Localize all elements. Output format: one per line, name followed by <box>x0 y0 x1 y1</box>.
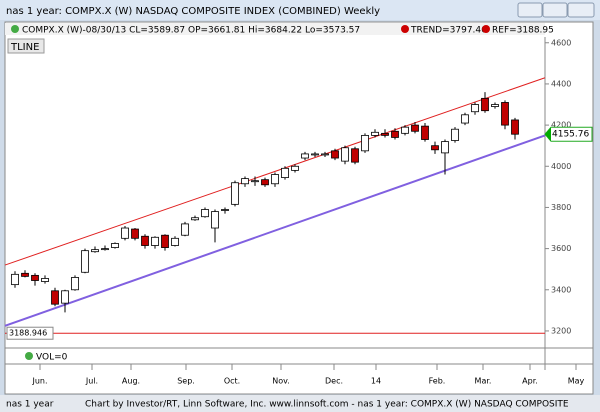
chart-frame <box>4 21 594 395</box>
candle-body <box>181 223 189 236</box>
candle-body <box>31 274 39 281</box>
candle-body <box>171 237 179 246</box>
candle-body <box>221 209 229 211</box>
candle-body <box>11 273 19 286</box>
candle-body <box>161 234 169 248</box>
candle-body <box>61 290 69 304</box>
y-tick-label: 3800 <box>551 203 571 212</box>
x-tick-label: Nov. <box>272 377 290 386</box>
candle-body <box>41 278 49 282</box>
y-tick-label: 3200 <box>551 326 571 335</box>
candle-body <box>121 227 129 239</box>
trend-line <box>4 77 546 266</box>
status-left: nas 1 year <box>6 400 54 410</box>
candle-body <box>101 248 109 251</box>
x-tick-label: 14 <box>371 377 381 386</box>
y-tick-label: 4200 <box>551 121 571 130</box>
volume-label: VOL=0 <box>36 353 68 363</box>
y-tick-label: 3600 <box>551 244 571 253</box>
x-tick-label: May <box>568 377 585 386</box>
candle-body <box>461 114 469 124</box>
trend-line <box>4 134 546 327</box>
close-button[interactable] <box>567 2 595 18</box>
candle-body <box>261 179 269 186</box>
candle-body <box>411 124 419 132</box>
status-bar <box>0 395 600 412</box>
candle-body <box>301 153 309 159</box>
volume-icon[interactable] <box>25 352 33 360</box>
candle-body <box>381 132 389 136</box>
last-price-arrow <box>545 127 551 142</box>
y-tick-label: 4000 <box>551 162 571 171</box>
candle-body <box>401 126 409 134</box>
candle-body <box>271 174 279 185</box>
candle-body <box>251 180 259 183</box>
candle-body <box>511 119 519 135</box>
candle-body <box>501 102 509 126</box>
legend-icon[interactable] <box>11 25 19 33</box>
candle-body <box>371 131 379 136</box>
x-tick-label: Dec. <box>325 377 343 386</box>
candle-body <box>71 277 79 291</box>
candle-body <box>341 147 349 162</box>
status-right: Chart by Investor/RT, Linn Software, Inc… <box>85 400 569 410</box>
candle-body <box>431 145 439 151</box>
tline-button[interactable] <box>7 38 45 54</box>
candle-body <box>191 217 199 221</box>
x-tick-label: Jul. <box>85 377 98 386</box>
candle-body <box>201 209 209 218</box>
y-tick-label: 4600 <box>551 38 571 47</box>
candle-body <box>491 104 499 107</box>
candle-body <box>21 272 29 277</box>
x-tick-label: Mar. <box>475 377 492 386</box>
last-price-label: 4155.76 <box>552 130 589 140</box>
candle-body <box>441 141 449 154</box>
candle-body <box>291 165 299 171</box>
candle-body <box>471 104 479 113</box>
candle-body <box>391 130 399 138</box>
ref-label-box <box>6 326 54 340</box>
candle-body <box>81 250 89 273</box>
candle-body <box>321 153 329 156</box>
candle-body <box>281 167 289 178</box>
candle-body <box>151 236 159 246</box>
title-bar <box>0 0 600 20</box>
candle-body <box>211 211 219 229</box>
candle-body <box>361 134 369 152</box>
maximize-button[interactable] <box>542 2 568 18</box>
x-tick-label: Sep. <box>177 377 195 386</box>
x-tick-label: Jun. <box>31 377 47 386</box>
candle-body <box>141 235 149 246</box>
x-tick-label: Aug. <box>122 377 140 386</box>
y-tick-label: 3400 <box>551 285 571 294</box>
candle-body <box>131 228 139 239</box>
legend-icon[interactable] <box>401 25 409 33</box>
y-tick-label: 4400 <box>551 79 571 88</box>
candle-body <box>351 148 359 163</box>
candle-body <box>51 290 59 305</box>
candle-body <box>231 182 239 205</box>
candle-body <box>111 243 119 248</box>
tline-label: TLINE <box>10 42 39 53</box>
x-tick-label: Feb. <box>429 377 446 386</box>
legend-ref: REF=3188.95 <box>492 26 554 36</box>
candle-body <box>91 249 99 253</box>
candle-body <box>331 150 339 159</box>
minimize-button[interactable] <box>517 2 543 18</box>
candle-body <box>451 128 459 141</box>
ref-label: 3188.946 <box>9 329 47 338</box>
window-title: nas 1 year: COMPX.X (W) NASDAQ COMPOSITE… <box>6 6 380 17</box>
legend-icon[interactable] <box>482 25 490 33</box>
x-tick-label: Oct. <box>224 377 240 386</box>
x-tick-label: Apr. <box>522 377 538 386</box>
candle-body <box>421 125 429 140</box>
legend-quote: COMPX.X (W)-08/30/13 CL=3589.87 OP=3661.… <box>22 26 360 36</box>
legend-bar <box>5 23 545 35</box>
legend-trend: TREND=3797.46 <box>410 26 487 36</box>
candle-body <box>481 97 489 112</box>
candle-body <box>311 153 319 156</box>
candle-body <box>241 178 249 185</box>
